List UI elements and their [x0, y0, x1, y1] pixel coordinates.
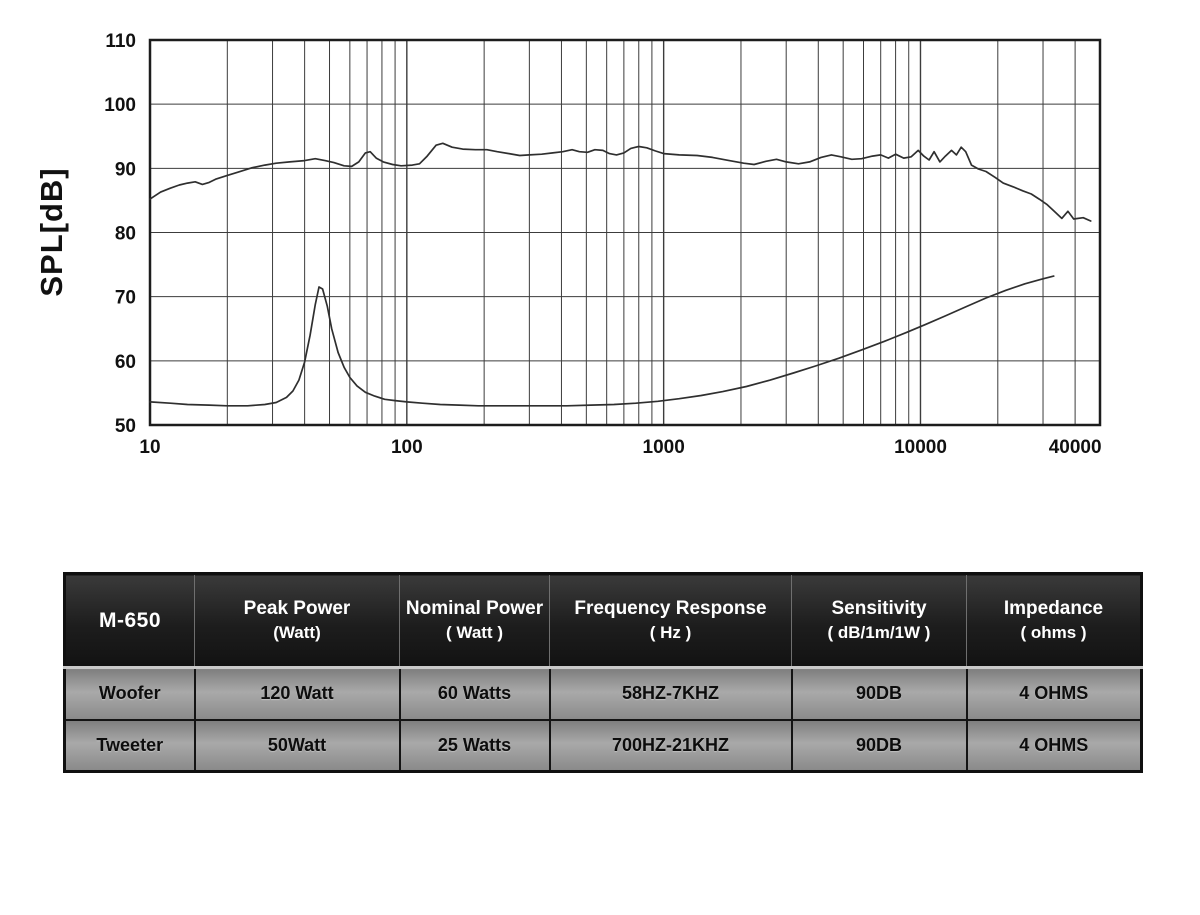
driver-name: Woofer	[63, 666, 196, 721]
plot-frame	[148, 38, 1102, 427]
col-header-label: Sensitivity	[831, 598, 927, 620]
x-tick-label: 1000	[643, 437, 685, 458]
impedance-value: 4 OHMS	[965, 666, 1143, 721]
table-row-tweeter: Tweeter 50Watt 25 Watts 700HZ-21KHZ 90DB…	[63, 718, 1143, 773]
col-header-impedance: Impedance ( ohms )	[966, 573, 1142, 669]
frequency-response-chart-section: SPL[dB] 50 60 70 80 90 100 110 10 100 1000 10000 40…	[34, 31, 1102, 458]
col-header-peak-power: Peak Power (Watt)	[194, 573, 400, 669]
col-header-nominal-power: Nominal Power ( Watt )	[399, 573, 550, 669]
col-header-unit: ( Hz )	[649, 622, 692, 642]
frequency-response-value: 58HZ-7KHZ	[548, 666, 793, 721]
y-tick-label: 100	[104, 95, 136, 116]
col-header-sensitivity: Sensitivity ( dB/1m/1W )	[791, 573, 967, 669]
impedance-curve	[149, 275, 1055, 407]
x-tick-label: 10000	[894, 437, 947, 458]
nominal-power-value: 25 Watts	[398, 718, 551, 773]
x-tick-label: 10	[139, 437, 160, 458]
x-tick-label: 100	[391, 437, 423, 458]
nominal-power-value: 60 Watts	[398, 666, 551, 721]
col-header-unit: (Watt)	[273, 622, 321, 642]
peak-power-value: 120 Watt	[193, 666, 401, 721]
table-row-woofer: Woofer 120 Watt 60 Watts 58HZ-7KHZ 90DB …	[63, 666, 1143, 721]
y-tick-label: 80	[115, 224, 136, 245]
y-tick-label: 90	[115, 159, 136, 180]
col-header-label: Nominal Power	[405, 598, 544, 620]
model-name: M-650	[64, 573, 195, 669]
col-header-unit: ( Watt )	[446, 622, 503, 642]
spec-table-section: M-650 Peak Power (Watt) Nominal Power ( …	[63, 572, 1143, 773]
col-header-unit: ( dB/1m/1W )	[827, 622, 931, 642]
frequency-response-value: 700HZ-21KHZ	[548, 718, 793, 773]
sensitivity-value: 90DB	[790, 666, 968, 721]
driver-name: Tweeter	[63, 718, 196, 773]
col-header-frequency-response: Frequency Response ( Hz )	[549, 573, 792, 669]
x-tick-label: 40000	[1049, 437, 1102, 458]
spl-response-curve	[149, 142, 1092, 222]
spec-table: M-650 Peak Power (Watt) Nominal Power ( …	[63, 572, 1143, 773]
col-header-label: Frequency Response	[574, 598, 767, 620]
table-header-row: M-650 Peak Power (Watt) Nominal Power ( …	[64, 573, 1142, 669]
y-tick-label: 50	[115, 416, 136, 437]
impedance-value: 4 OHMS	[965, 718, 1143, 773]
col-header-label: Peak Power	[243, 598, 351, 620]
sensitivity-value: 90DB	[790, 718, 968, 773]
col-header-label: Impedance	[1003, 598, 1104, 620]
y-tick-label: 60	[115, 352, 136, 373]
y-tick-label: 70	[115, 288, 136, 309]
col-header-unit: ( ohms )	[1020, 622, 1087, 642]
peak-power-value: 50Watt	[193, 718, 401, 773]
y-tick-label: 110	[105, 31, 136, 52]
spl-frequency-chart: 50 60 70 80 90 100 110 10 100 1000 10000 40000	[104, 31, 1102, 458]
